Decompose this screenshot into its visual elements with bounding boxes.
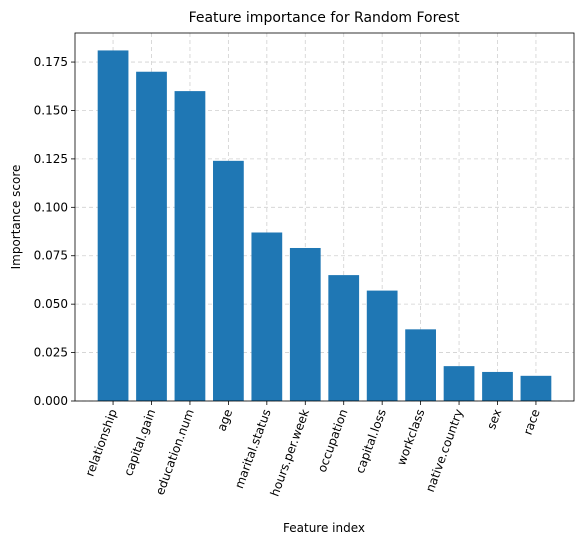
bar bbox=[482, 371, 513, 401]
x-tick-label: sex bbox=[484, 407, 504, 431]
y-tick-label: 0.075 bbox=[34, 249, 68, 263]
y-tick-label: 0.025 bbox=[34, 346, 68, 360]
chart-title: Feature importance for Random Forest bbox=[189, 10, 460, 26]
bar bbox=[97, 50, 129, 401]
y-tick-label: 0.125 bbox=[34, 152, 68, 166]
bar bbox=[174, 91, 206, 402]
bar bbox=[251, 232, 283, 401]
bar bbox=[443, 366, 475, 401]
axes-frame bbox=[74, 32, 575, 402]
bar bbox=[213, 160, 244, 401]
bar bbox=[328, 275, 360, 401]
bar bbox=[136, 71, 167, 401]
bar bbox=[366, 290, 398, 401]
bar bbox=[520, 375, 552, 401]
y-tick-label: 0.000 bbox=[34, 394, 68, 408]
y-tick-label: 0.050 bbox=[34, 297, 68, 311]
y-axis-label: Importance score bbox=[9, 165, 23, 270]
y-tick-label: 0.100 bbox=[34, 200, 68, 214]
y-tick-label: 0.150 bbox=[34, 103, 68, 117]
bar bbox=[289, 247, 321, 401]
x-axis-label: Feature index bbox=[283, 521, 365, 535]
bar bbox=[405, 329, 436, 401]
y-tick-label: 0.175 bbox=[34, 55, 68, 69]
